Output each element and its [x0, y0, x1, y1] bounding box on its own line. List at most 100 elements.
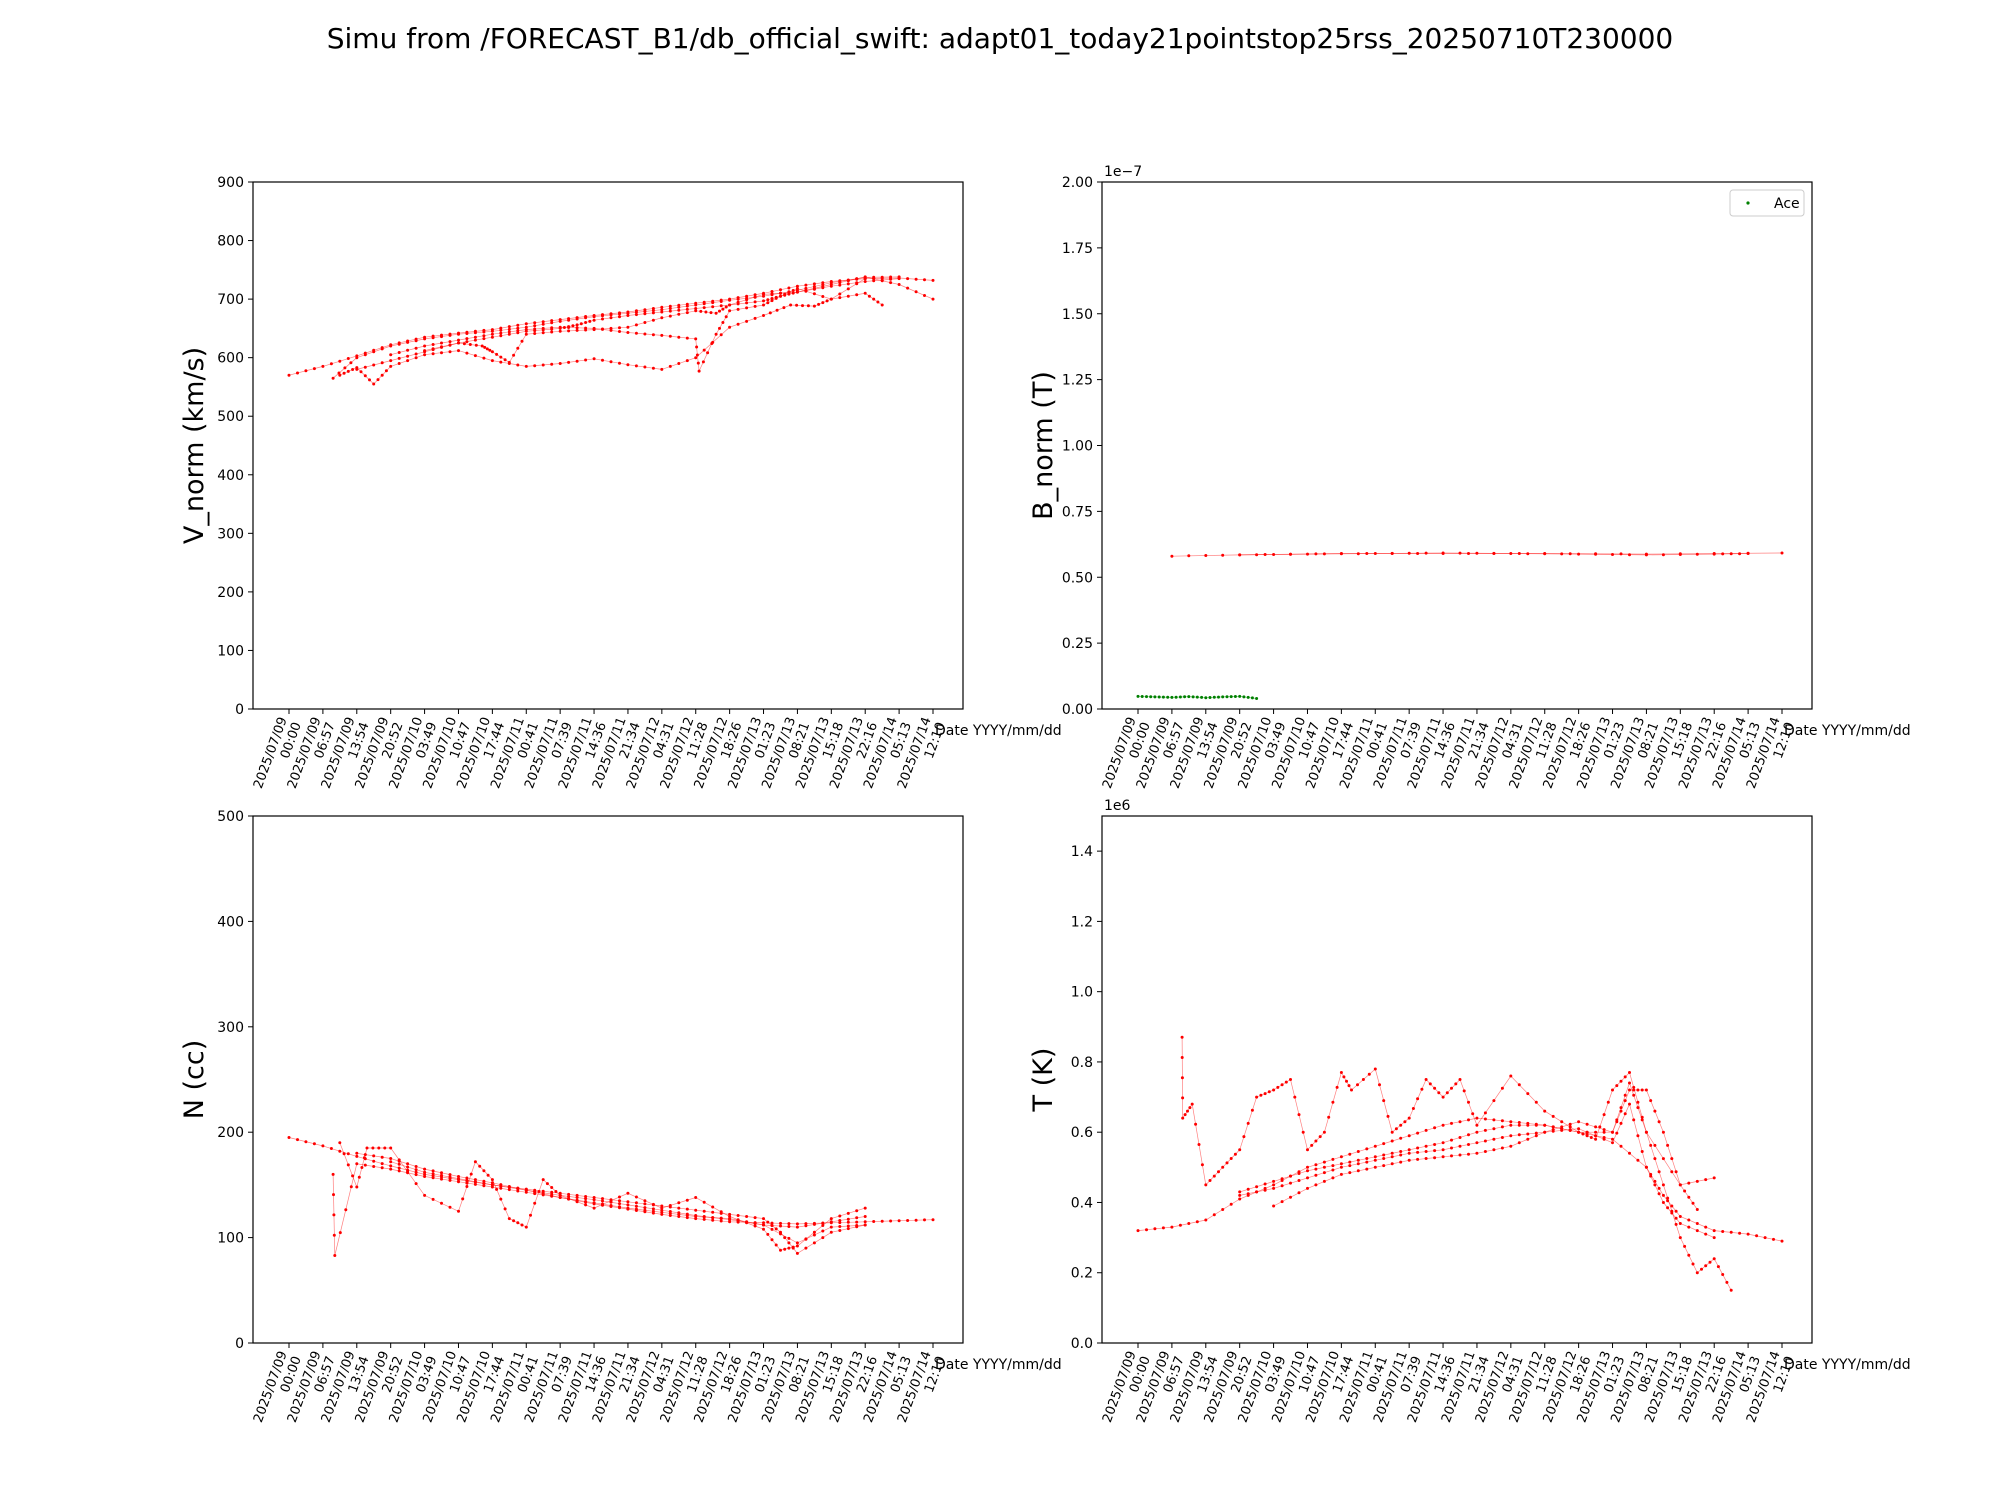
data-point: [503, 1207, 507, 1211]
data-point: [685, 307, 689, 311]
data-point: [782, 306, 786, 310]
data-point: [1161, 1226, 1165, 1230]
data-point: [1615, 1084, 1619, 1088]
y-tick-label: 1.0: [1071, 985, 1093, 1001]
data-point: [1674, 1170, 1678, 1174]
data-point: [1289, 1078, 1292, 1081]
data-point: [695, 345, 699, 349]
data-point: [1483, 1111, 1487, 1115]
data-point: [575, 326, 579, 330]
y-tick-label: 1.50: [1062, 307, 1093, 323]
data-point: [558, 362, 562, 365]
data-point: [774, 295, 778, 299]
data-point: [1225, 695, 1229, 699]
data-point: [1373, 1165, 1377, 1169]
data-point: [651, 333, 655, 337]
data-point: [1704, 1178, 1708, 1182]
data-point: [1212, 695, 1216, 699]
data-point: [1619, 1109, 1623, 1113]
data-point: [592, 1196, 596, 1199]
data-point: [461, 1197, 465, 1201]
data-point: [745, 1215, 749, 1218]
data-point: [651, 366, 655, 370]
data-point: [524, 325, 528, 329]
data-point: [1471, 1112, 1475, 1116]
data-point: [795, 1244, 799, 1248]
data-point: [397, 1166, 401, 1170]
data-point: [626, 1206, 630, 1210]
data-point: [1577, 552, 1581, 556]
y-offset-text: 1e6: [1104, 798, 1131, 814]
data-point: [1399, 1150, 1403, 1153]
data-point: [863, 275, 867, 279]
data-point: [1301, 1130, 1305, 1134]
data-point: [1704, 1232, 1708, 1236]
data-point: [1594, 1125, 1598, 1129]
y-offset-text: 1e−7: [1104, 164, 1142, 180]
data-point: [1420, 1087, 1424, 1091]
data-point: [795, 1222, 799, 1226]
data-point: [1217, 695, 1220, 699]
data-point: [558, 329, 562, 333]
data-point: [1517, 1141, 1521, 1145]
data-point: [1153, 695, 1157, 699]
data-point: [457, 1180, 460, 1184]
data-point: [1712, 1257, 1716, 1261]
data-point: [660, 1212, 664, 1216]
data-point: [346, 1163, 350, 1167]
data-point: [1467, 1100, 1470, 1104]
data-point: [634, 331, 638, 335]
data-point: [1314, 1163, 1318, 1167]
data-point: [736, 1219, 740, 1223]
data-point: [1450, 1154, 1453, 1158]
data-point: [660, 1208, 664, 1212]
data-point: [855, 277, 859, 281]
data-point: [685, 336, 689, 340]
data-point: [634, 323, 638, 327]
data-point: [906, 277, 910, 281]
data-point: [567, 360, 571, 364]
data-point: [1623, 1075, 1627, 1079]
y-tick-label: 200: [217, 1125, 244, 1141]
data-point: [377, 1146, 381, 1150]
data-point: [448, 1178, 452, 1182]
data-point: [333, 1254, 337, 1257]
x-axis-label: Date YYYY/mm/dd: [935, 723, 1062, 739]
data-point: [1780, 551, 1784, 555]
data-point: [660, 310, 664, 314]
data-point: [1428, 1082, 1432, 1086]
data-point: [770, 1227, 774, 1231]
data-point: [1602, 1128, 1606, 1132]
data-point: [465, 337, 469, 341]
data-point: [736, 302, 740, 306]
data-point: [338, 1231, 342, 1235]
data-point: [685, 1198, 689, 1202]
data-point: [779, 1248, 782, 1252]
data-point: [1594, 552, 1598, 556]
subplot-vnorm: 0 100 200 300 400 500 600 700 800 900 V_norm (km/s…: [179, 175, 1062, 791]
data-point: [801, 304, 804, 308]
data-point: [1458, 551, 1462, 555]
data-point: [867, 294, 871, 298]
data-point: [1560, 1125, 1564, 1129]
data-point: [1517, 1121, 1521, 1124]
data-point: [762, 303, 765, 307]
data-point: [1166, 695, 1170, 699]
data-point: [1403, 1120, 1407, 1124]
data-point: [711, 1205, 715, 1209]
data-point: [355, 1185, 359, 1189]
data-point: [821, 1221, 825, 1225]
data-point: [728, 298, 732, 302]
data-point: [897, 1219, 901, 1223]
data-point: [1598, 1125, 1602, 1129]
data-point: [372, 363, 376, 367]
data-point: [457, 332, 460, 336]
series-line: [339, 278, 866, 385]
data-point: [804, 1224, 808, 1228]
data-point: [872, 297, 876, 301]
data-point: [1500, 1125, 1504, 1129]
data-point: [1180, 1035, 1184, 1039]
data-point: [1700, 1267, 1703, 1271]
data-point: [1500, 1146, 1504, 1150]
data-point: [804, 1246, 808, 1250]
